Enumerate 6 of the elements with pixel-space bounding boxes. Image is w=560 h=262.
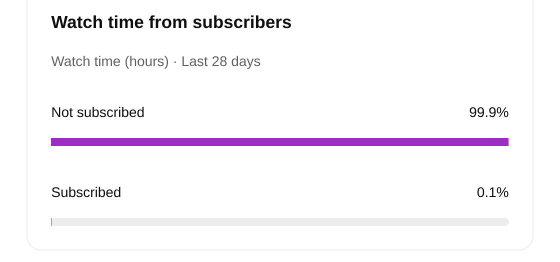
data-label: 99.9% — [470, 107, 508, 118]
y-tick-label: Not subscribed — [52, 106, 144, 118]
data-label: 0.1% — [477, 187, 508, 198]
chart-title: Watch time from subscribers — [51, 15, 291, 28]
chart-subtitle: Watch time (hours) · Last 28 days — [51, 56, 260, 69]
y-tick-label: Subscribed — [52, 186, 120, 198]
